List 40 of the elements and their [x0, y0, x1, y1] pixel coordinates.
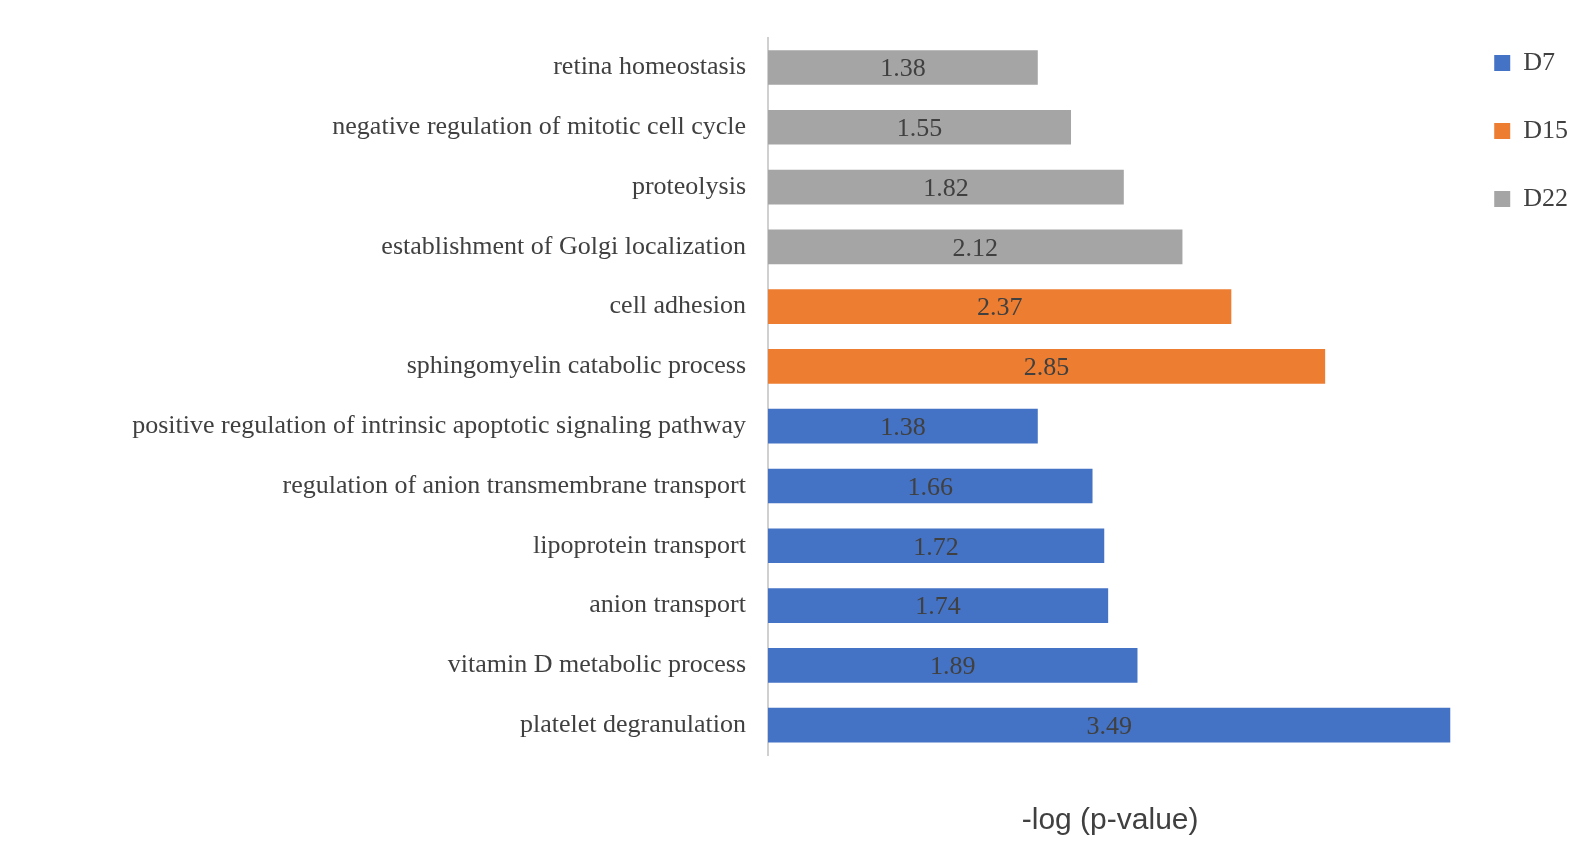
legend-label: D22 — [1523, 182, 1568, 212]
y-tick-label: sphingomyelin catabolic process — [406, 350, 746, 380]
data-label: 1.72 — [913, 531, 959, 561]
legend-label: D15 — [1523, 114, 1568, 144]
bar — [768, 408, 1038, 444]
bar — [768, 109, 1072, 145]
data-label: 1.74 — [915, 591, 961, 621]
bar — [768, 169, 1124, 205]
y-tick-label: negative regulation of mitotic cell cycle — [332, 111, 746, 141]
bar — [768, 468, 1093, 504]
bar — [768, 528, 1105, 564]
bar — [768, 707, 1451, 743]
data-label: 2.37 — [976, 292, 1023, 322]
data-label: 1.55 — [896, 113, 943, 143]
data-label: 3.49 — [1086, 710, 1132, 740]
y-tick-label: positive regulation of intrinsic apoptotic signaling pathway — [132, 410, 746, 440]
bar — [768, 289, 1232, 324]
data-label: 1.82 — [923, 172, 969, 202]
data-label: 1.89 — [929, 651, 976, 681]
data-label: 1.38 — [880, 412, 926, 442]
data-label: 1.38 — [880, 53, 926, 83]
y-tick-label: anion transport — [589, 589, 747, 619]
bar — [768, 588, 1109, 623]
data-label: 1.66 — [907, 471, 954, 501]
y-tick-label: regulation of anion transmembrane transport — [282, 469, 747, 499]
y-tick-label: cell adhesion — [609, 290, 746, 320]
y-tick-label: establishment of Golgi localization — [381, 230, 746, 260]
data-label: 2.85 — [1023, 352, 1070, 382]
y-tick-label: retina homeostasis — [553, 51, 746, 81]
bar — [768, 229, 1183, 265]
x-axis-title: -log (p-value) — [1021, 802, 1199, 836]
bar — [768, 349, 1326, 384]
y-tick-label: proteolysis — [631, 170, 746, 200]
y-tick-label: platelet degranulation — [520, 708, 746, 738]
bar — [768, 50, 1038, 85]
y-tick-label: lipoprotein transport — [532, 529, 747, 559]
y-tick-label: vitamin D metabolic process — [447, 649, 746, 679]
data-label: 2.12 — [952, 232, 998, 262]
legend-label: D7 — [1523, 46, 1555, 76]
bar — [768, 647, 1138, 683]
